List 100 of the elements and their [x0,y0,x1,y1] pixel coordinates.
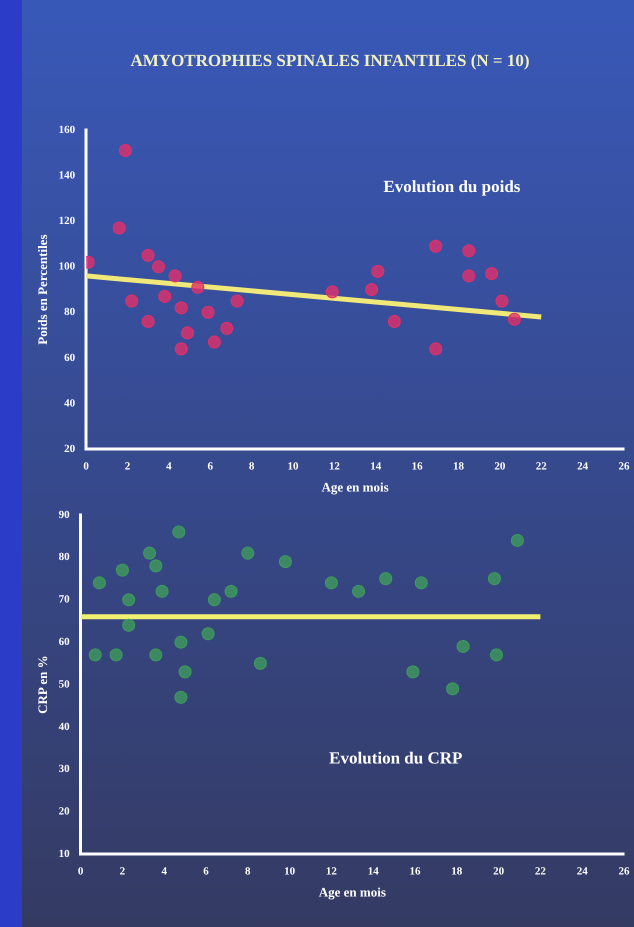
y-tick-label: 140 [58,169,76,182]
x-tick-label: 26 [618,460,630,473]
x-tick-label: 8 [245,866,252,878]
x-tick-label: 0 [83,460,90,473]
x-tick-label: 22 [534,866,546,878]
point [152,260,166,274]
y-tick-label: 30 [58,763,70,776]
point [180,326,194,340]
point [202,306,215,319]
point [230,294,244,308]
point [220,322,234,335]
chart-title: AMYOTROPHIES SPINALES INFANTILES (N = 10) [129,50,530,72]
point [92,576,106,590]
x-tick-label: 20 [494,460,506,473]
x-tick-label: 12 [328,460,340,473]
point [174,636,188,649]
point [488,572,501,586]
annotation: Evolution du poids [383,176,521,196]
point [326,285,339,298]
point [490,648,504,662]
point [456,640,470,653]
x-tick-label: 18 [452,460,464,473]
point [462,269,476,282]
y-tick-label: 40 [58,720,70,733]
x-tick-label: 2 [124,460,131,473]
point [414,576,428,590]
point [495,294,508,308]
y-tick-label: 60 [58,636,70,648]
point [142,315,155,328]
annotation: Evolution du CRP [329,748,462,768]
x-tick-label: 18 [451,866,463,878]
x-tick-label: 14 [368,866,380,878]
x-tick-label: 14 [370,460,382,473]
point [508,312,521,326]
x-tick-label: 6 [203,866,210,878]
point [149,559,162,572]
y-axis-title: Poids en Percentiles [35,234,50,345]
point [143,546,156,560]
point [208,593,221,606]
y-tick-label: 120 [58,215,76,228]
x-axis-title: Age en mois [321,480,389,495]
x-axis-title: Age en mois [318,884,386,900]
point [122,618,136,632]
point [371,264,384,278]
x-tick-label: 10 [284,866,296,878]
point [278,555,292,568]
point [379,572,392,586]
x-tick-label: 6 [207,460,214,473]
x-tick-label: 16 [410,866,421,878]
y-tick-label: 90 [58,508,70,521]
point [352,584,366,598]
x-tick-label: 4 [166,460,172,473]
y-tick-label: 60 [64,352,76,364]
point [110,648,123,662]
point [158,290,172,303]
x-tick-label: 4 [161,866,168,878]
y-tick-label: 80 [64,306,76,318]
x-tick-label: 20 [493,866,505,878]
y-tick-label: 20 [58,806,70,818]
point [174,301,188,314]
point [365,283,378,296]
point [122,593,136,606]
y-tick-label: 100 [58,260,76,273]
point [168,269,182,282]
y-tick-label: 10 [58,848,70,860]
point [406,665,420,678]
x-tick-label: 10 [287,460,299,473]
x-tick-label: 24 [577,460,589,473]
point [142,248,155,262]
point [224,584,238,598]
y-tick-label: 40 [64,397,76,410]
x-tick-label: 8 [248,460,255,473]
y-tick-label: 70 [58,594,70,606]
point [149,648,162,662]
point [172,525,186,538]
point [178,665,192,678]
point [388,315,401,328]
y-axis-title: CRP en % [35,655,50,714]
x-tick-label: 0 [78,866,84,878]
point [429,240,442,253]
x-tick-label: 2 [120,866,126,878]
y-tick-label: 20 [64,443,76,456]
point [174,342,188,356]
x-tick-label: 24 [576,866,588,878]
y-tick-label: 80 [58,551,70,564]
point [462,244,476,258]
y-tick-label: 50 [58,678,70,690]
point [174,690,188,704]
point [485,267,498,280]
point [510,534,524,547]
point [118,144,132,158]
point [324,576,338,590]
y-tick-label: 160 [58,124,76,136]
x-tick-label: 16 [412,460,424,473]
point [446,682,460,696]
point [156,584,169,598]
point [254,656,267,670]
point [88,648,102,662]
x-tick-label: 12 [326,866,338,878]
point [112,222,126,235]
